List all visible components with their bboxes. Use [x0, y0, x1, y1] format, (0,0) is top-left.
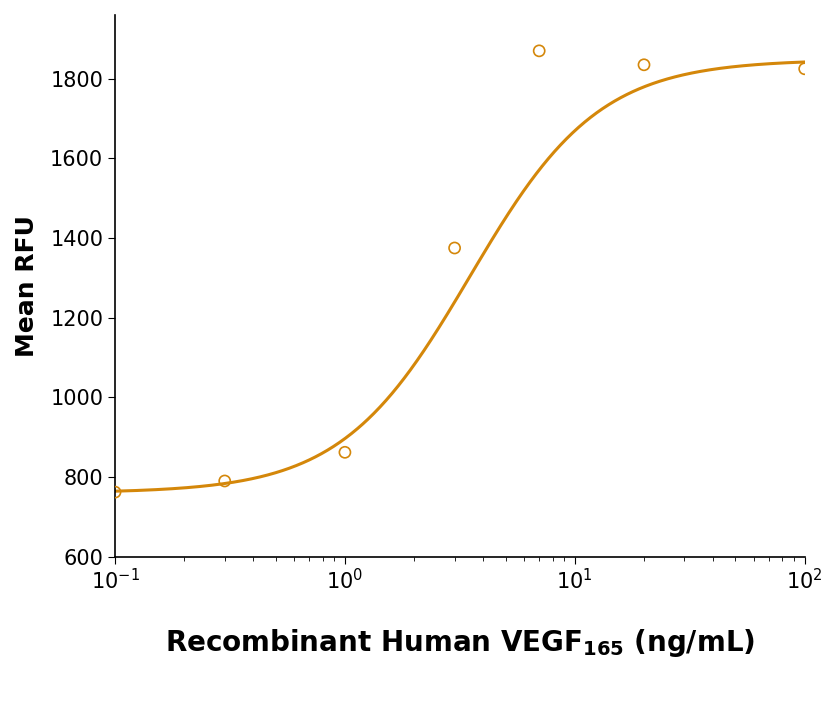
Point	[339, 446, 352, 458]
Point	[447, 242, 461, 253]
Point	[218, 475, 231, 486]
Text: Recombinant Human VEGF$_{\mathregular{165}}$ (ng/mL): Recombinant Human VEGF$_{\mathregular{16…	[165, 627, 755, 659]
Point	[637, 59, 650, 70]
Point	[798, 63, 811, 74]
Point	[532, 45, 546, 56]
Point	[108, 486, 122, 498]
Y-axis label: Mean RFU: Mean RFU	[15, 215, 39, 357]
